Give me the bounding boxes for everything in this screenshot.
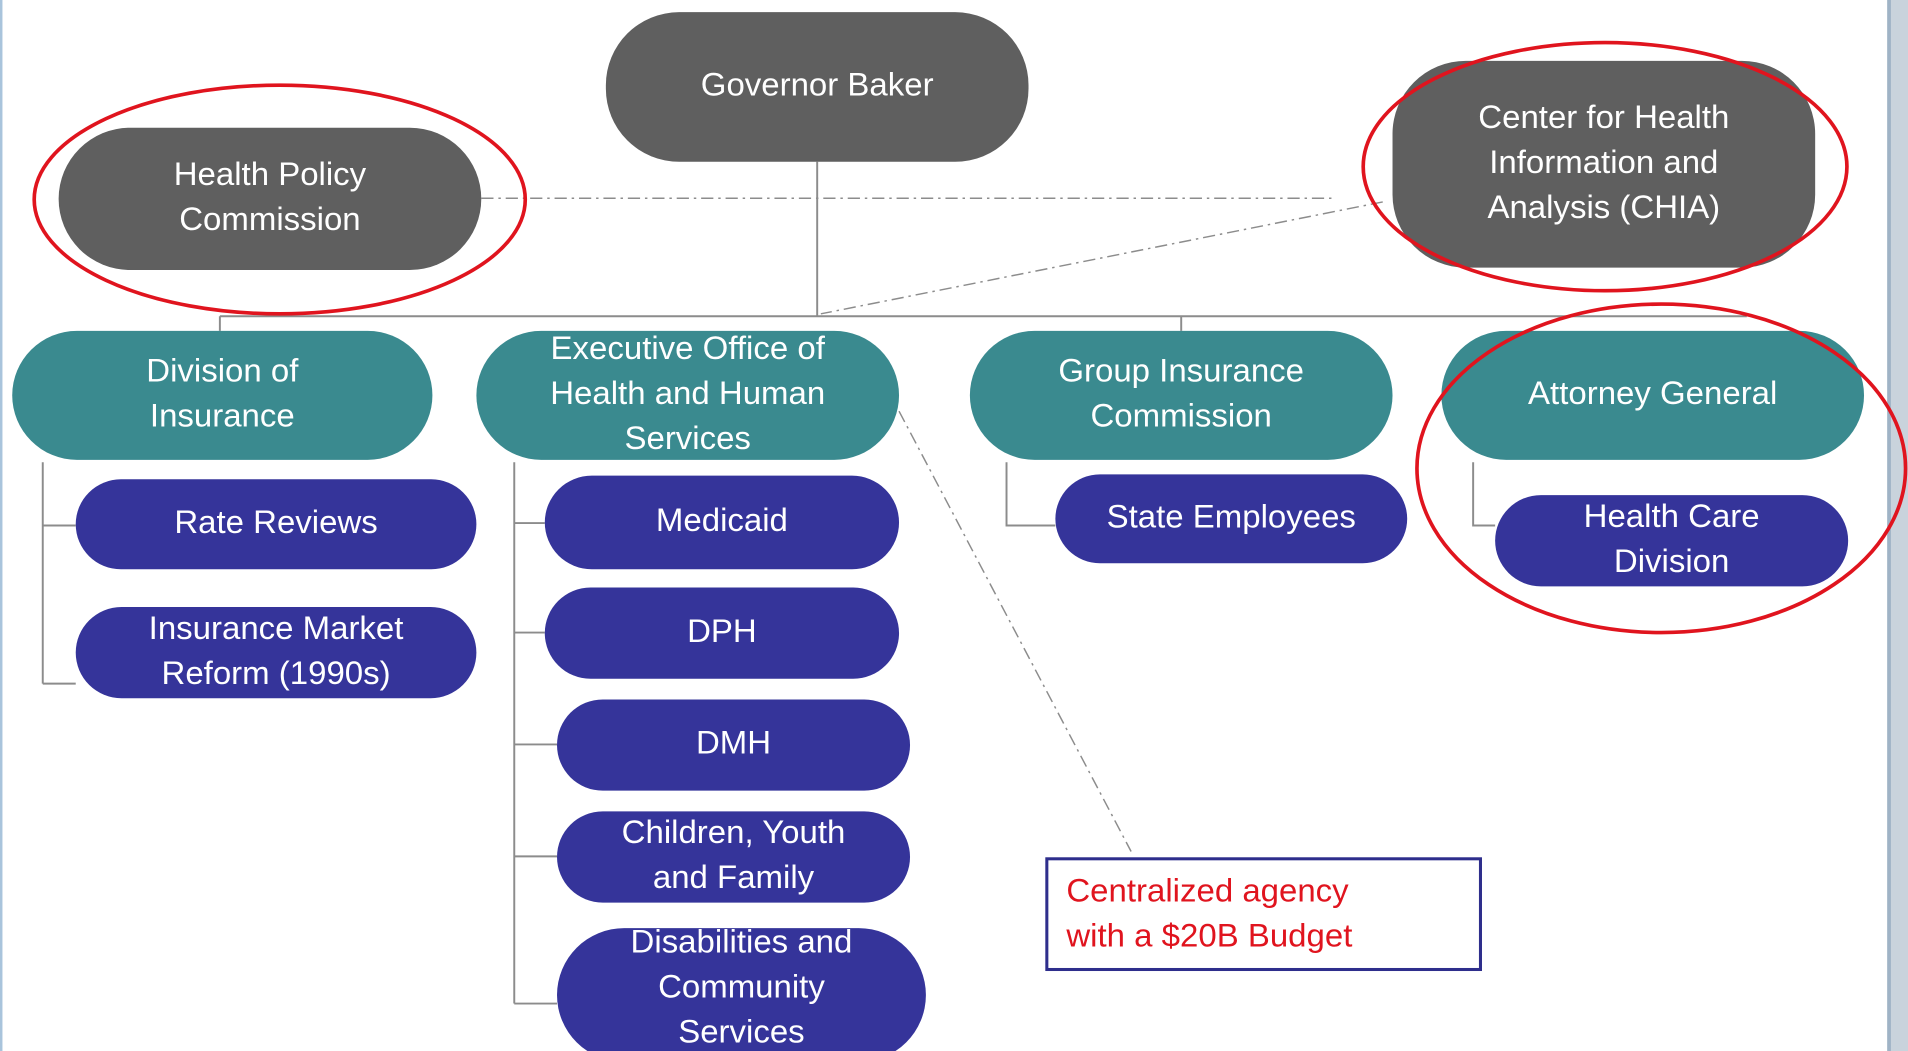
node: DMH (557, 699, 911, 791)
dotted-link (898, 410, 1132, 852)
node-box (476, 330, 900, 460)
node: State Employees (1055, 474, 1408, 564)
node-label: Division (1614, 542, 1729, 579)
node: Medicaid (544, 475, 900, 570)
node: Executive Office of Health and Human Servi… (476, 329, 900, 460)
highlight-ellipse (1361, 40, 1849, 293)
node: Group Insurance Commission (969, 330, 1393, 460)
node: Center for Health Information and Analysis… (1392, 60, 1816, 268)
node-box (605, 12, 1029, 162)
callout-text: Centralized agency (1066, 872, 1349, 909)
node-label: Insurance Market (149, 609, 404, 646)
node-label: Center for Health (1478, 98, 1729, 135)
node-label: Analysis (CHIA) (1487, 188, 1720, 225)
nodes: Governor Baker Health Policy Commission Cen… (12, 12, 1865, 1051)
node-label: DPH (687, 612, 757, 649)
node-box (557, 928, 926, 1051)
node-label: Governor Baker (701, 66, 934, 103)
highlight-ellipse (1415, 302, 1908, 635)
node: Health Care Division (1495, 495, 1849, 587)
node: Attorney General (1441, 330, 1865, 460)
node-label: State Employees (1107, 498, 1356, 535)
node-label: DMH (696, 724, 771, 761)
node-label: Reform (1990s) (162, 654, 391, 691)
bracket (1005, 462, 1056, 527)
callout-box (1045, 857, 1482, 972)
callout-text: with a $20B Budget (1065, 917, 1352, 954)
node-box (12, 330, 433, 460)
node: Insurance Market Reform (1990s) (75, 607, 477, 699)
node-label: and Family (653, 858, 815, 895)
node-label: Commission (1090, 397, 1271, 434)
node-box (969, 330, 1393, 460)
node: Rate Reviews (75, 479, 477, 570)
callout: Centralized agency with a $20B Budget (1065, 872, 1352, 954)
node: Health Policy Commission (58, 127, 482, 271)
node-box (1392, 60, 1816, 268)
node-label: Health Care (1584, 497, 1760, 534)
node-box (1055, 474, 1408, 564)
node: Division of Insurance (12, 330, 433, 460)
node-label: Insurance (150, 397, 295, 434)
node-label: Medicaid (656, 501, 788, 538)
node-label: Services (678, 1013, 804, 1050)
right-edge (1887, 0, 1908, 1051)
node-label: Executive Office of (551, 329, 826, 366)
node: Disabilities and Community Services (557, 923, 926, 1051)
left-edge (0, 0, 3, 1051)
node-box (557, 811, 911, 903)
node-box (1441, 330, 1865, 460)
node-label: Health Policy (174, 155, 367, 192)
node-label: Health and Human (550, 374, 825, 411)
node-label: Rate Reviews (174, 503, 377, 540)
node-box (544, 587, 900, 679)
node-label: Disabilities and (631, 923, 853, 960)
node-box (557, 699, 911, 791)
node: Children, Youth and Family (557, 811, 911, 903)
node-label: Division of (146, 352, 299, 389)
bracket (1472, 462, 1496, 527)
highlight-ellipse (32, 83, 528, 316)
node-label: Children, Youth (622, 813, 846, 850)
node-label: Attorney General (1528, 374, 1777, 411)
tree-line (218, 161, 1747, 331)
node-box (1495, 495, 1849, 587)
node-box (75, 479, 477, 570)
node-label: Services (624, 419, 750, 456)
node-label: Information and (1489, 143, 1718, 180)
node-label: Commission (179, 200, 360, 237)
node-box (544, 475, 900, 570)
node: DPH (544, 587, 900, 679)
node-label: Community (658, 968, 825, 1005)
node-box (58, 127, 482, 271)
node: Governor Baker (605, 12, 1029, 162)
bracket (41, 462, 76, 685)
bracket (513, 462, 558, 1005)
connectors (41, 161, 1747, 1005)
node-box (75, 607, 477, 699)
highlights (32, 40, 1908, 635)
node-label: Group Insurance (1058, 352, 1304, 389)
dotted-link (820, 201, 1383, 315)
